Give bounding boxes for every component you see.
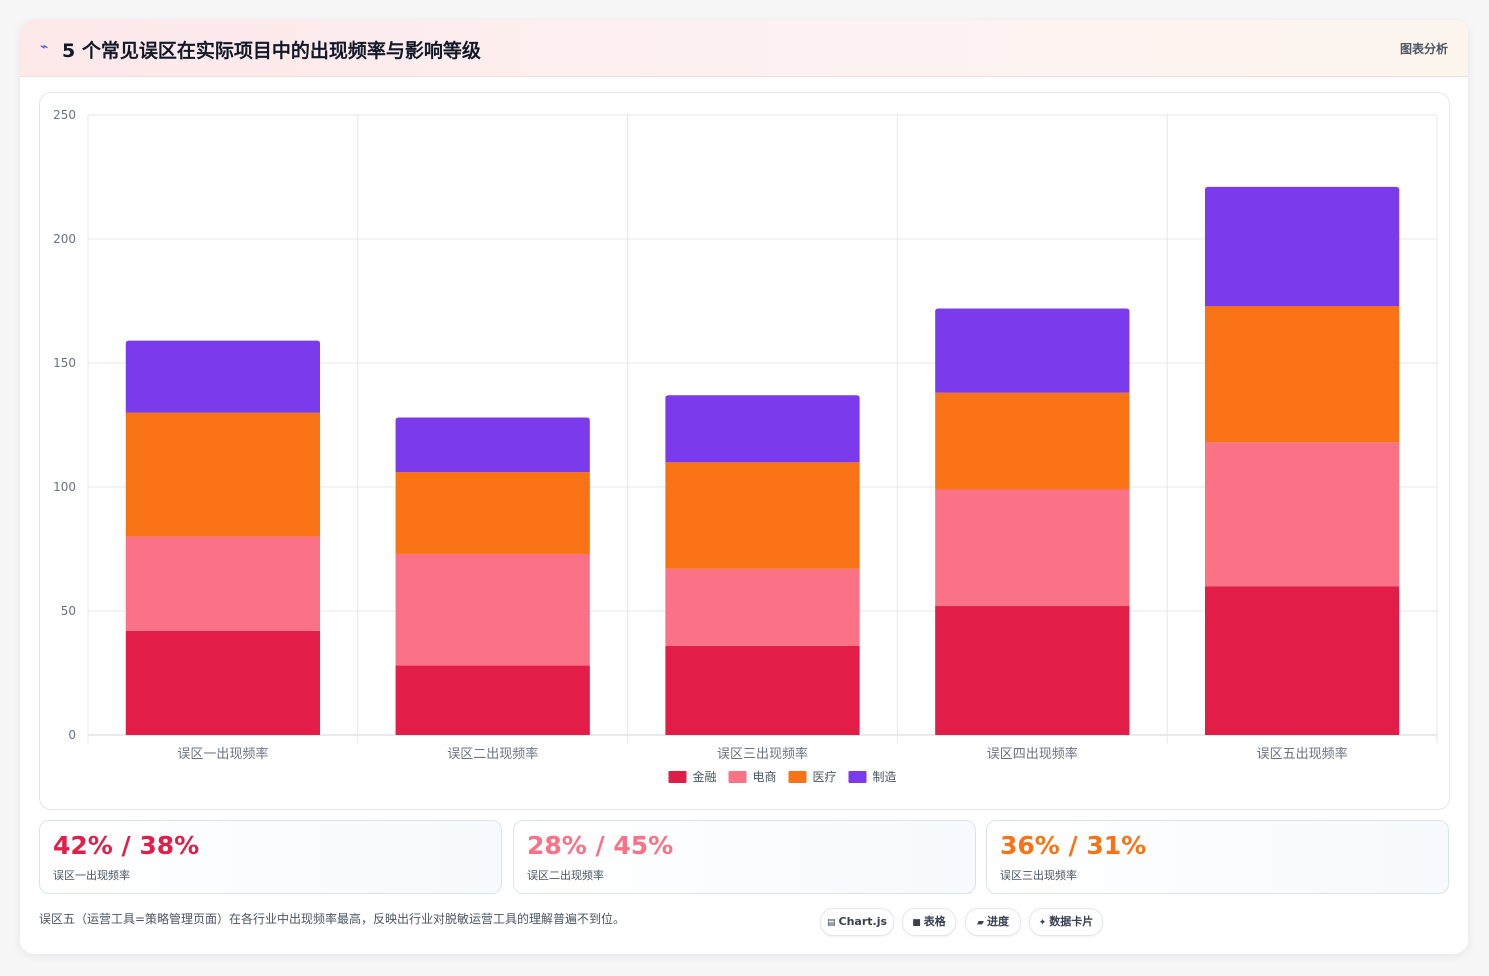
chart-icon: ▤ [826,918,836,928]
y-tick-label: 0 [68,728,76,742]
bar-segment [935,308,1130,393]
chip-label: 数据卡片 [1049,915,1094,928]
bar-segment [1204,186,1400,306]
y-tick-label: 100 [53,480,76,494]
wave-icon: ⌁ [40,39,49,55]
bar-segment [1204,586,1400,735]
chip-progress[interactable]: ▰ 进度 [965,908,1021,936]
legend-swatch [728,771,747,783]
bar-segment [665,462,860,569]
x-tick-label: 误区二出现频率 [447,746,538,762]
chip-table[interactable]: ■ 表格 [902,908,956,936]
legend-label: 制造 [873,770,897,784]
chip-label: 进度 [986,915,1009,928]
stat-value: 42% / 38% [53,831,200,860]
bar-segment [1204,442,1400,587]
progress-icon: ▰ [977,918,984,928]
stat-card-1: 42% / 38% 误区一出现频率 [39,820,502,894]
x-tick-label: 误区五出现频率 [1257,746,1348,762]
page-title: 5 个常见误区在实际项目中的出现频率与影响等级 [62,40,481,62]
bar-segment [665,645,860,735]
bar-segment [1204,305,1400,443]
bar-segment [395,417,590,473]
chip-label: 表格 [923,915,946,928]
bar-segment [125,412,321,537]
stat-value: 36% / 31% [1000,831,1147,860]
stat-label: 误区一出现频率 [53,869,130,882]
legend-swatch [848,771,867,783]
stat-label: 误区三出现频率 [1000,869,1077,882]
stat-value: 28% / 45% [527,831,674,860]
legend-label: 电商 [753,769,777,784]
bar-segment [125,340,321,413]
legend-label: 金融 [693,769,717,784]
footer-note: 误区五（运营工具=策略管理页面）在各行业中出现频率最高，反映出行业对脱敏运营工具… [39,912,626,926]
x-tick-label: 误区三出现频率 [717,746,808,762]
chart-container: 0 50 100 150 200 250 误区一出现频率 误区二出现频率 误区三出现频率 误区四出… [39,92,1450,810]
bar-segment [395,553,590,666]
y-tick-label: 50 [61,604,76,618]
chart-analysis-badge[interactable]: 图表分析 [1399,42,1448,56]
bar-segment [935,392,1130,490]
chip-label: Chart.js [838,915,888,928]
y-tick-label: 250 [53,108,76,122]
legend-label: 医疗 [813,770,837,784]
bar-segment [665,568,860,646]
bar-segment [665,395,860,463]
stat-card-3: 36% / 31% 误区三出现频率 [986,820,1449,894]
legend-swatch [668,771,687,783]
x-tick-label: 误区一出现频率 [177,746,268,762]
y-tick-label: 150 [53,356,76,370]
card-header: ⌁ 5 个常见误区在实际项目中的出现频率与影响等级 图表分析 [20,20,1468,77]
chart-card: ⌁ 5 个常见误区在实际项目中的出现频率与影响等级 图表分析 0 50 100 150… [20,20,1468,954]
bar-segment [125,630,321,735]
bar-segment [395,472,590,554]
bar-segment [395,665,590,735]
bar-segment [125,536,321,631]
bar-segment [935,489,1130,607]
stacked-bar-chart: 0 50 100 150 200 250 误区一出现频率 误区二出现频率 误区三出现频率 误区四出… [53,108,1438,784]
y-tick-label: 200 [53,232,76,246]
sparkle-icon: ✦ [1038,918,1047,928]
bar-segment [935,606,1130,735]
stat-label: 误区二出现频率 [527,869,604,882]
stat-card-2: 28% / 45% 误区二出现频率 [513,820,976,894]
table-icon: ■ [912,918,921,928]
x-tick-label: 误区四出现频率 [987,746,1078,762]
chip-data-card[interactable]: ✦ 数据卡片 [1029,908,1103,936]
legend-swatch [788,771,807,783]
chip-chartjs[interactable]: ▤ Chart.js [820,908,894,936]
